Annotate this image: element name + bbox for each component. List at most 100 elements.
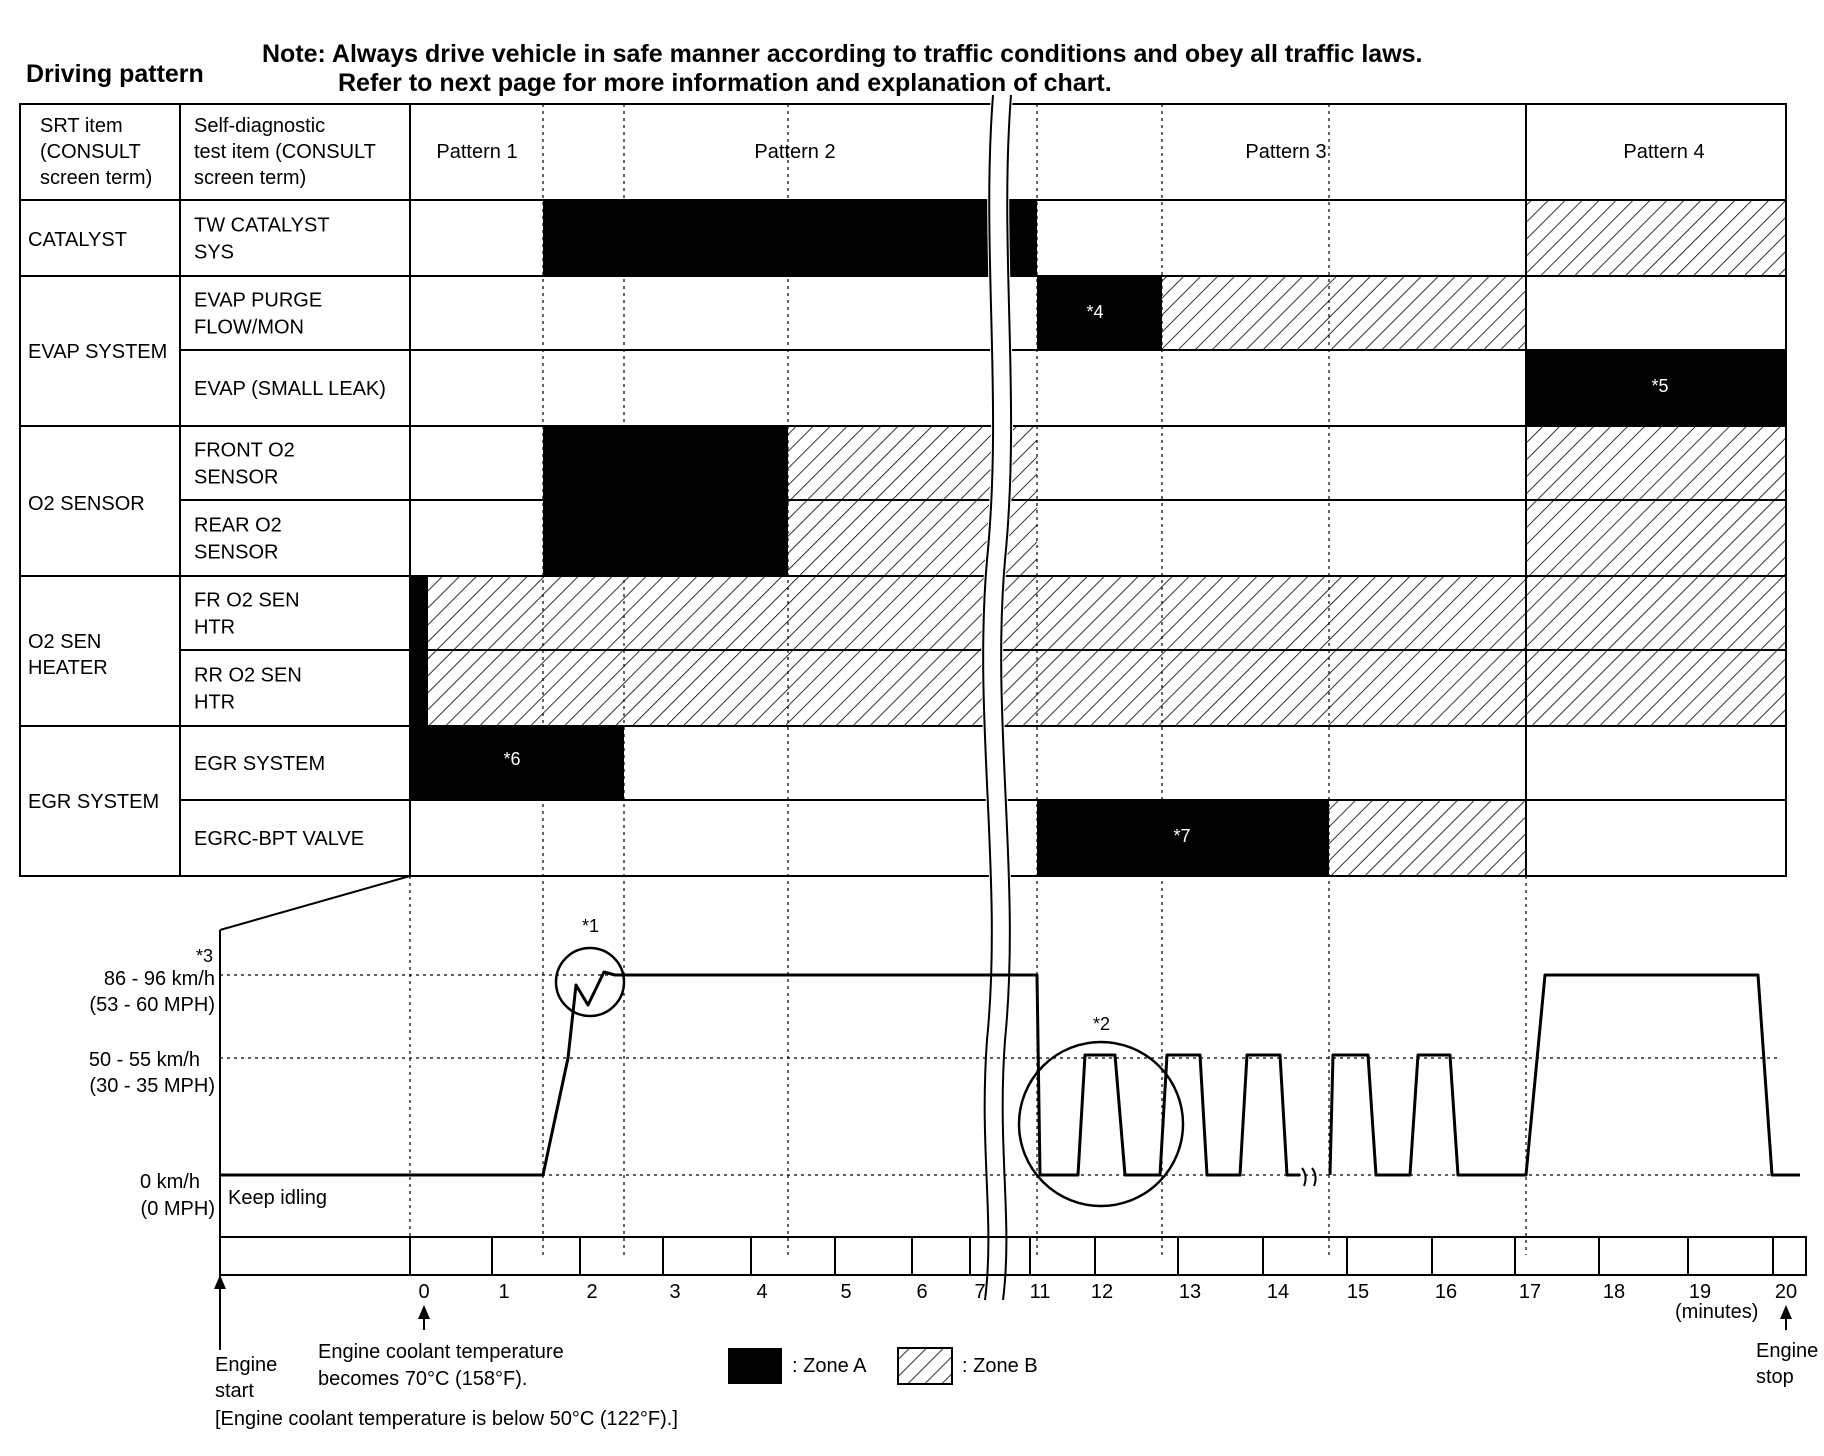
- minute-label-5: 5: [840, 1281, 851, 1303]
- pattern-header-2: Pattern 2: [754, 141, 835, 163]
- zone-label-6: *6: [503, 749, 520, 769]
- row-item-1-0: EVAP PURGE: [194, 290, 322, 312]
- engine-stop-arrow-head: [1780, 1305, 1792, 1319]
- minute-label-15: 15: [1347, 1281, 1369, 1303]
- srt-header-line-1: (CONSULT: [40, 141, 141, 163]
- profile-break-mark: [1301, 1167, 1317, 1187]
- legend-zone-b-swatch: [897, 1347, 953, 1385]
- minute-label-17: 17: [1519, 1281, 1541, 1303]
- zone-b-block-10: [1526, 500, 1786, 576]
- legend-zone-a-swatch: [728, 1348, 782, 1384]
- row-item-4-0: REAR O2: [194, 515, 282, 537]
- minute-label-4: 4: [756, 1281, 767, 1303]
- minutes-unit: (minutes): [1675, 1301, 1758, 1323]
- zone-b-block-7: [1526, 426, 1786, 500]
- row-item-4-1: SENSOR: [194, 542, 278, 564]
- row-item-2-0: EVAP (SMALL LEAK): [194, 378, 386, 400]
- test-header-line-0: Self-diagnostic: [194, 115, 325, 137]
- label-0-mph: (0 MPH): [141, 1198, 215, 1220]
- srt-header-line-2: screen term): [40, 167, 152, 189]
- chart-connector: [219, 875, 411, 931]
- table-grid: [19, 94, 1787, 1302]
- zone-b-block-14: [428, 650, 1786, 726]
- break-band: [981, 94, 1014, 1302]
- row-item-8-0: EGRC-BPT VALVE: [194, 828, 364, 850]
- zone-a-block-15: [410, 726, 624, 800]
- minute-label-0: 0: [418, 1281, 429, 1303]
- group-name-2-0: O2 SENSOR: [28, 493, 145, 515]
- minute-label-3: 3: [669, 1281, 680, 1303]
- note-3: *3: [196, 946, 213, 966]
- zone-a-block-0: [543, 200, 1037, 276]
- test-header-line-1: test item (CONSULT: [194, 141, 376, 163]
- label-86-96-kmh: 86 - 96 km/h: [104, 968, 215, 990]
- zone-a-block-5: [543, 426, 788, 500]
- group-name-3-1: HEATER: [28, 657, 108, 679]
- minute-label-14: 14: [1267, 1281, 1289, 1303]
- pattern-header-3: Pattern 3: [1245, 141, 1326, 163]
- group-name-0-0: CATALYST: [28, 229, 127, 251]
- timeline-bar: [219, 1236, 1807, 1276]
- minute-label-1: 1: [498, 1281, 509, 1303]
- note-2: *2: [1093, 1014, 1110, 1034]
- zone-b-block-1: [1526, 200, 1786, 276]
- note-2-circle: [1017, 1040, 1185, 1208]
- zone-blocks: [410, 200, 1786, 876]
- coolant-70-2: becomes 70°C (158°F).: [318, 1368, 527, 1390]
- row-item-7-0: EGR SYSTEM: [194, 753, 325, 775]
- row-item-0-1: SYS: [194, 242, 234, 264]
- engine-stop-2: stop: [1756, 1366, 1794, 1388]
- row-item-3-1: SENSOR: [194, 467, 278, 489]
- group-name-1-0: EVAP SYSTEM: [28, 341, 167, 363]
- zone-b-block-3: [1162, 276, 1526, 350]
- test-header-line-2: screen term): [194, 167, 306, 189]
- group-name-4-0: EGR SYSTEM: [28, 791, 159, 813]
- label-0-kmh: 0 km/h: [140, 1171, 200, 1193]
- minute-label-12: 12: [1091, 1281, 1113, 1303]
- label-30-35-mph: (30 - 35 MPH): [89, 1075, 215, 1097]
- minute-label-20: 20: [1775, 1281, 1797, 1303]
- diagram-title: Driving pattern: [26, 60, 204, 88]
- zone-a-block-4: [1526, 350, 1786, 426]
- zone-a-block-2: [1037, 276, 1162, 350]
- minute-label-6: 6: [916, 1281, 927, 1303]
- table-border: [19, 103, 1787, 877]
- zone-a-block-13: [410, 650, 428, 726]
- minute-label-7: 7: [974, 1281, 985, 1303]
- row-item-0-0: TW CATALYST: [194, 215, 330, 237]
- label-50-55-kmh: 50 - 55 km/h: [89, 1049, 200, 1071]
- minute-label-13: 13: [1179, 1281, 1201, 1303]
- zone-a-block-16: [1037, 800, 1329, 876]
- pattern-header-1: Pattern 1: [436, 141, 517, 163]
- break-line-left: [982, 94, 995, 1301]
- note-1-circle: [554, 946, 626, 1018]
- minute-label-18: 18: [1603, 1281, 1625, 1303]
- minute-label-2: 2: [586, 1281, 597, 1303]
- srt-header-line-0: SRT item: [40, 115, 123, 137]
- note-line-1: Note: Always drive vehicle in safe manne…: [262, 40, 1423, 68]
- row-item-5-1: HTR: [194, 617, 235, 639]
- pattern-header-4: Pattern 4: [1623, 141, 1704, 163]
- group-name-3-0: O2 SEN: [28, 631, 101, 653]
- zone-b-block-17: [1329, 800, 1526, 876]
- row-item-6-0: RR O2 SEN: [194, 665, 302, 687]
- speed-profile-line: [220, 970, 1800, 1177]
- break-line-right: [1000, 94, 1013, 1301]
- zone-a-block-11: [410, 576, 428, 650]
- keep-idling-label: Keep idling: [228, 1187, 327, 1209]
- minute-label-11: 11: [1030, 1281, 1051, 1303]
- zone-label-4: *4: [1086, 302, 1103, 322]
- coolant-arrow-head: [418, 1305, 430, 1319]
- engine-start-1: Engine: [215, 1354, 277, 1376]
- legend-zone-a-label: : Zone A: [792, 1355, 867, 1377]
- speed-profile-chart: 0 1 2 3 4 5 6 7 11 12 13 14 15 16 17 18 19 20: [214, 875, 1807, 1350]
- note-1: *1: [582, 916, 599, 936]
- row-item-1-1: FLOW/MON: [194, 317, 304, 339]
- table-text: SRT item (CONSULT screen term) Self-diagnos…: [28, 115, 1705, 850]
- row-item-6-1: HTR: [194, 692, 235, 714]
- coolant-70-1: Engine coolant temperature: [318, 1341, 564, 1363]
- zone-a-block-8: [543, 500, 788, 576]
- label-53-60-mph: (53 - 60 MPH): [89, 994, 215, 1016]
- engine-stop-1: Engine: [1756, 1340, 1818, 1362]
